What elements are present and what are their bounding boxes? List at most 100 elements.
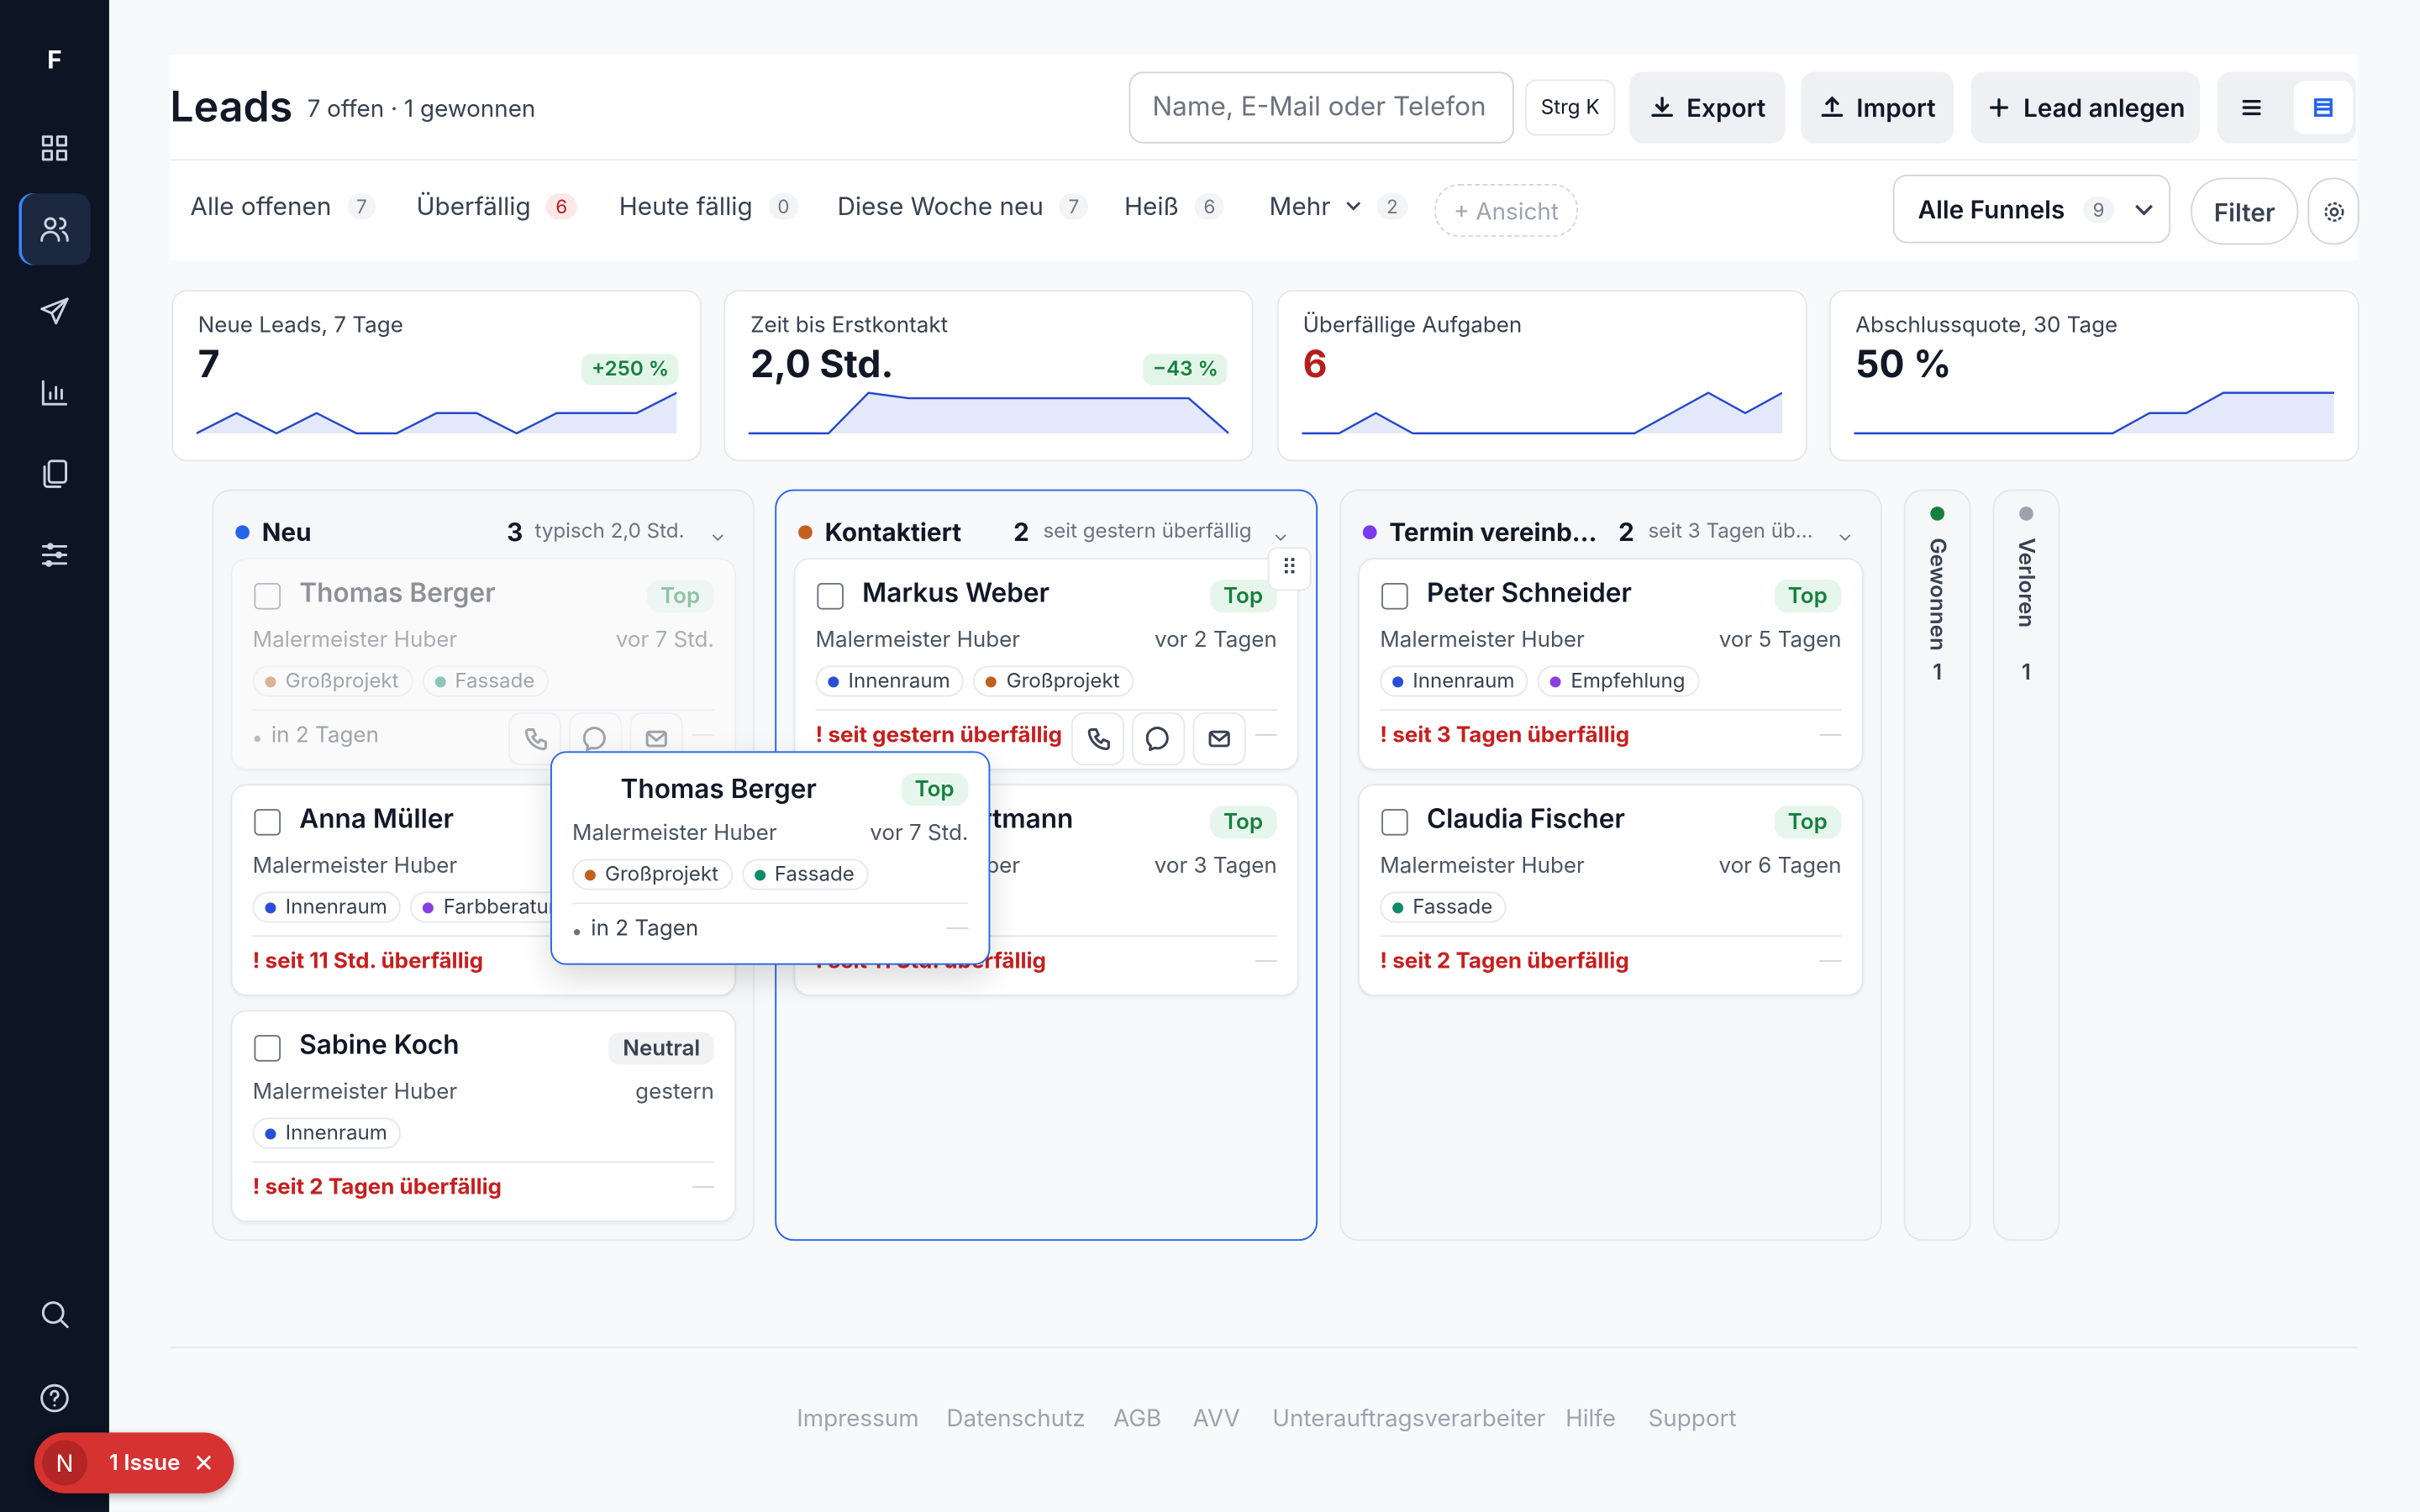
checkbox[interactable] (254, 809, 281, 836)
column-header: Kontaktiert (798, 516, 1297, 547)
sparkline-area (1854, 392, 2334, 433)
filter-button[interactable]: Filter (2191, 177, 2299, 245)
list-view[interactable] (2221, 81, 2281, 134)
add-lead-button[interactable]: Lead anlegen (1970, 71, 2201, 144)
lead-age: vor 6 Tagen (1718, 853, 1842, 879)
tag-label: Innenraum (1413, 669, 1515, 694)
logo[interactable]: F (47, 43, 62, 76)
lead-badge: Top (1209, 580, 1277, 613)
more-dash (692, 1186, 714, 1189)
tag-label: Großprojekt (604, 862, 718, 887)
tab[interactable]: Überfällig 6 (416, 190, 577, 222)
tag-label: Empfehlung (1570, 669, 1686, 694)
icon (1208, 730, 1230, 748)
export-button[interactable]: Export (1629, 71, 1786, 144)
mail-action[interactable] (1192, 712, 1246, 766)
divider (1380, 709, 1842, 711)
lead-company: Malermeister Huber (252, 1079, 458, 1105)
collapsed-column[interactable]: Gewonnen 1 (1903, 489, 1971, 1242)
nav-dashboard[interactable] (18, 113, 90, 184)
tag: Großprojekt (252, 665, 413, 697)
kpi-value: 50 % (1855, 341, 1952, 387)
tab[interactable]: Alle offenen 7 (190, 190, 376, 222)
footer-link[interactable]: Unterauftragsverarbeiter (1272, 1403, 1546, 1433)
status-dot (798, 524, 813, 539)
tab[interactable]: Mehr 2 (1270, 190, 1407, 222)
column-collapse[interactable]: ⌄ (710, 522, 725, 546)
import-button[interactable]: Import (1801, 71, 1954, 144)
tab-label: Heute fällig (618, 190, 753, 222)
lead-card[interactable]: Thomas Berger Top Malermeister Huber vor 7 … (550, 751, 991, 965)
sparkline-line (1301, 391, 1782, 435)
footer-link[interactable]: Datenschutz (946, 1403, 1086, 1433)
footer-link[interactable]: Hilfe (1565, 1403, 1616, 1433)
nav-help[interactable] (18, 1362, 90, 1434)
lead-card[interactable]: Claudia Fischer Top Malermeister Huber vor … (1358, 784, 1864, 996)
checkbox[interactable] (254, 1035, 281, 1062)
more-dash (1819, 960, 1842, 962)
lead-name: Claudia Fischer (1426, 804, 1625, 836)
lead-card[interactable]: Thomas Berger Top Malermeister Huber vor 7 … (230, 558, 736, 770)
nav-settings[interactable] (18, 519, 90, 591)
tab-label: Heiß (1123, 190, 1179, 222)
tag: Innenraum (1380, 665, 1529, 697)
lead-card[interactable]: Sabine Koch Neutral Malermeister Huber gest… (230, 1010, 736, 1222)
column-header: Neu (235, 516, 734, 547)
divider (252, 1161, 714, 1163)
drag-handle[interactable]: ⠿ (1267, 547, 1312, 591)
checkbox[interactable] (254, 583, 281, 610)
tag-label: Innenraum (848, 669, 950, 694)
nav-send[interactable] (18, 276, 90, 347)
kpi-label: Zeit bis Erstkontakt (750, 312, 949, 339)
issue-badge[interactable]: N 1 Issue ✕ (34, 1432, 234, 1494)
kpi-value: 2,0 Std. (750, 341, 894, 387)
tab[interactable]: Heute fällig 0 (618, 190, 799, 222)
column-collapse[interactable]: ⌄ (1838, 522, 1853, 546)
tag-dot (423, 901, 434, 913)
lead-due: ! seit 3 Tagen überfällig (1380, 722, 1630, 748)
column-collapse[interactable]: ⌄ (1273, 522, 1288, 546)
footer-link[interactable]: Impressum (797, 1403, 919, 1433)
icon (645, 730, 667, 748)
issue-close[interactable]: ✕ (193, 1446, 214, 1478)
chevron (2134, 204, 2153, 216)
tag: Innenraum (815, 665, 965, 697)
tag-label: Innenraum (285, 895, 387, 920)
settings-button[interactable] (2307, 177, 2360, 245)
checkbox[interactable] (1381, 583, 1408, 610)
checkbox[interactable] (1381, 809, 1408, 836)
sparkline-area (1301, 392, 1782, 433)
nav-documents[interactable] (18, 438, 90, 509)
footer-link[interactable]: Support (1648, 1403, 1737, 1433)
kpi-card: Neue Leads, 7 Tage 7 +250 % (171, 290, 702, 462)
kpi-label: Neue Leads, 7 Tage (197, 312, 403, 339)
add-view-button[interactable]: + Ansicht (1434, 183, 1578, 238)
tab[interactable]: Diese Woche neu 7 (837, 190, 1089, 222)
divider (252, 935, 714, 937)
collapsed-column[interactable]: Verloren 1 (1992, 489, 2060, 1242)
checkbox[interactable] (817, 583, 844, 610)
nav-search[interactable] (18, 1278, 90, 1350)
button-label: Import (1856, 92, 1936, 123)
nav-reports[interactable] (18, 357, 90, 428)
lead-age: vor 7 Std. (615, 626, 714, 654)
lead-card[interactable]: Markus Weber Top Malermeister Huber vor 2 T… (793, 558, 1299, 770)
kpi-label: Abschlussquote, 30 Tage (1855, 312, 2118, 339)
board-view[interactable] (2292, 81, 2353, 134)
footer-link[interactable]: AVV (1192, 1403, 1240, 1433)
funnel-select[interactable]: Alle Funnels 9 (1892, 174, 2171, 244)
chat-action[interactable] (1132, 712, 1186, 766)
phone-action[interactable] (508, 712, 562, 766)
nav-leads[interactable] (18, 193, 91, 265)
lead-card[interactable]: Peter Schneider Top Malermeister Huber vor … (1358, 558, 1864, 770)
more-dash (1255, 734, 1277, 736)
phone-action[interactable] (1071, 712, 1124, 766)
lead-age: vor 7 Std. (870, 820, 969, 847)
lead-due: ! seit 2 Tagen überfällig (1380, 948, 1629, 974)
footer-link[interactable]: AGB (1113, 1403, 1162, 1433)
search-box[interactable]: Name, E-Mail oder Telefon (1128, 71, 1514, 144)
tab[interactable]: Heiß 6 (1123, 190, 1225, 222)
shortcut-hint: Strg K (1524, 79, 1616, 136)
icon (1087, 727, 1110, 751)
kpi-card: Zeit bis Erstkontakt 2,0 Std. −43 % (723, 290, 1255, 462)
